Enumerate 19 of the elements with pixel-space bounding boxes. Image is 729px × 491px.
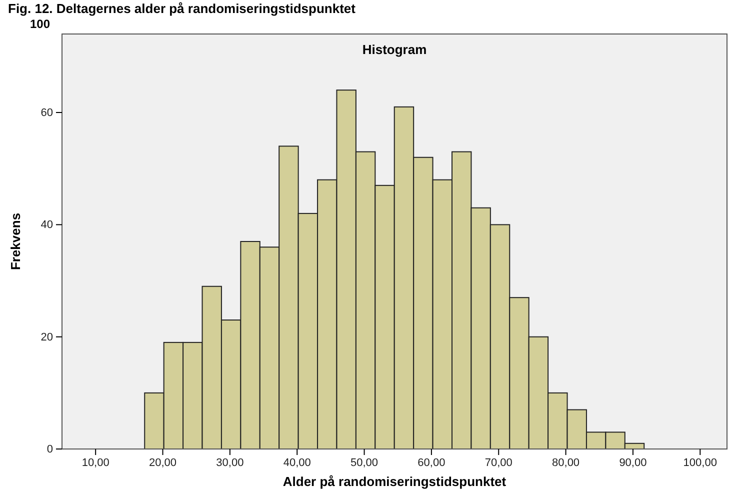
- x-tick-label: 100,00: [683, 456, 717, 469]
- x-tick-label: 50,00: [350, 456, 378, 469]
- x-tick-label: 40,00: [283, 456, 311, 469]
- y-tick-label: 40: [40, 219, 53, 232]
- x-tick-label: 30,00: [216, 456, 244, 469]
- x-tick-label: 70,00: [484, 456, 512, 469]
- x-tick-label: 80,00: [552, 456, 580, 469]
- y-tick-label: 60: [40, 107, 53, 120]
- y-axis-title: Frekvens: [8, 212, 23, 270]
- x-tick-label: 60,00: [418, 456, 446, 469]
- x-tick-label: 10,00: [82, 456, 110, 469]
- y-tick-label: 20: [40, 331, 53, 344]
- text: Histogram: [362, 42, 427, 57]
- y-tick-label: 0: [46, 444, 53, 456]
- x-tick-label: 20,00: [148, 456, 177, 469]
- x-axis-title: Alder på randomiseringstidspunktet: [282, 474, 507, 489]
- x-tick-label: 90,00: [619, 456, 647, 469]
- text: 100: [30, 17, 50, 31]
- chart-title: Fig. 12. Deltagernes alder på randomiseringstidspunktet: [8, 1, 356, 16]
